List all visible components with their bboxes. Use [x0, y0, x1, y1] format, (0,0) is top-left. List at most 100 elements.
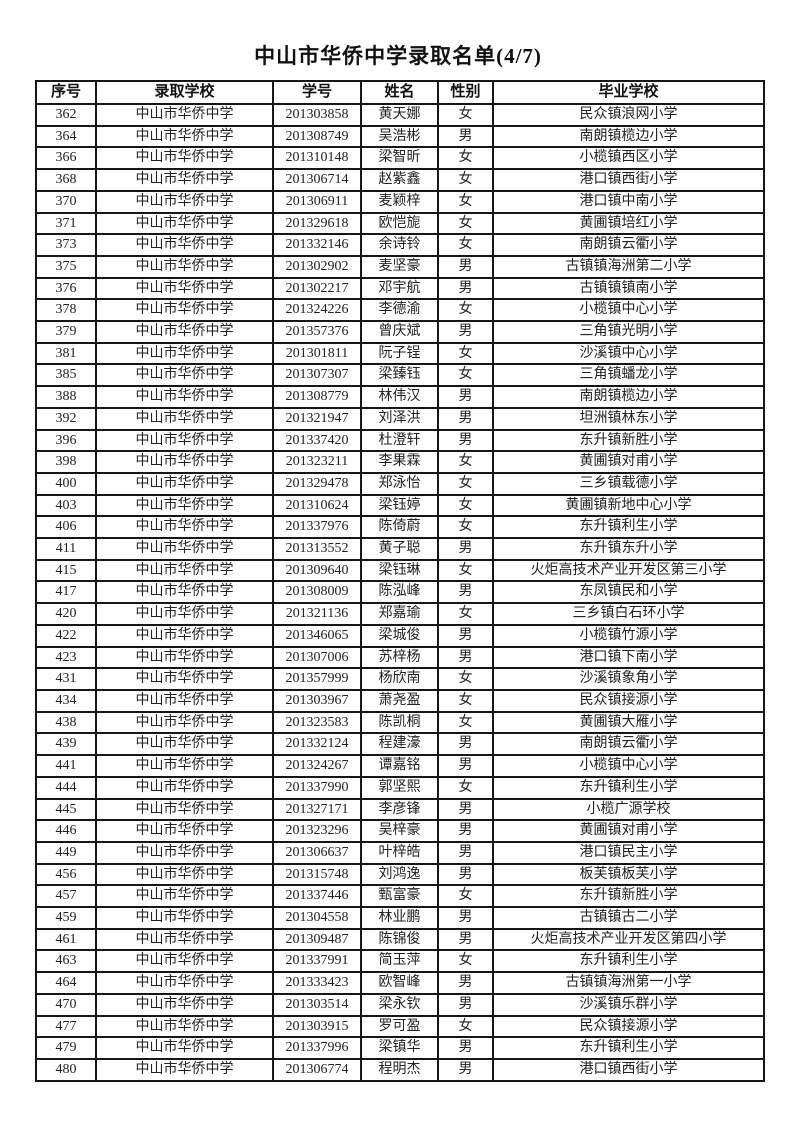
name-cell: 麦坚豪	[360, 254, 439, 279]
table-row: 444 中山市华侨中学 201337990 郭坚熙女东升镇利生小学	[35, 775, 765, 800]
gender-cell: 男	[437, 1057, 494, 1082]
serial-cell: 464	[35, 971, 97, 995]
table-row: 385 中山市华侨中学 201307307 梁臻钰女三角镇蟠龙小学	[35, 363, 765, 388]
admit-school-cell: 中山市华侨中学	[95, 971, 274, 995]
admit-school-cell: 中山市华侨中学	[95, 754, 274, 778]
admit-school-cell: 中山市华侨中学	[95, 949, 274, 974]
admit-school-cell: 中山市华侨中学	[95, 558, 274, 583]
student-id-cell: 201302217	[272, 276, 362, 301]
admit-school-cell: 中山市华侨中学	[95, 1057, 274, 1082]
student-id-cell: 201309640	[272, 558, 362, 583]
serial-cell: 368	[35, 168, 97, 192]
name-cell: 梁钰琳	[360, 558, 439, 583]
serial-cell: 441	[35, 754, 97, 778]
admit-school-cell: 中山市华侨中学	[95, 428, 274, 453]
gender-cell: 男	[437, 428, 494, 453]
grad-school-cell: 沙溪镇中心小学	[492, 341, 765, 366]
serial-cell: 396	[35, 428, 97, 453]
name-cell: 李德渝	[360, 298, 439, 323]
admit-school-cell: 中山市华侨中学	[95, 732, 274, 757]
student-id-cell: 201308009	[272, 580, 362, 605]
admit-school-cell: 中山市华侨中学	[95, 493, 274, 518]
student-id-cell: 201310624	[272, 493, 362, 518]
table-body: 362 中山市华侨中学 201303858 黄天娜女民众镇浪网小学 364 中山市华侨中学…	[35, 103, 765, 1082]
admit-school-cell: 中山市华侨中学	[95, 320, 274, 344]
serial-cell: 459	[35, 906, 97, 930]
grad-school-cell: 三角镇光明小学	[492, 320, 765, 344]
name-cell: 杨欣南	[360, 667, 439, 691]
admit-school-cell: 中山市华侨中学	[95, 927, 274, 952]
table-row: 371 中山市华侨中学 201329618 欧恺旎女黄圃镇培红小学	[35, 211, 765, 236]
student-id-cell: 201310148	[272, 146, 362, 171]
gender-cell: 男	[437, 276, 494, 301]
serial-cell: 373	[35, 233, 97, 257]
name-cell: 刘泽洪	[360, 406, 439, 431]
name-cell: 邓宇航	[360, 276, 439, 301]
student-id-cell: 201337976	[272, 515, 362, 540]
table-row: 446 中山市华侨中学 201323296 吴梓豪男黄圃镇对甫小学	[35, 819, 765, 843]
admit-school-cell: 中山市华侨中学	[95, 819, 274, 843]
table-row: 456 中山市华侨中学 201315748 刘鸿逸男板芙镇板芙小学	[35, 862, 765, 887]
gender-cell: 男	[437, 385, 494, 409]
gender-cell: 男	[437, 906, 494, 930]
admit-school-cell: 中山市华侨中学	[95, 992, 274, 1017]
student-id-cell: 201308749	[272, 124, 362, 149]
table-row: 381 中山市华侨中学 201301811 阮子锃女沙溪镇中心小学	[35, 341, 765, 366]
table-row: 434 中山市华侨中学 201303967 萧尧盈女民众镇接源小学	[35, 688, 765, 713]
admit-school-cell: 中山市华侨中学	[95, 688, 274, 713]
serial-cell: 392	[35, 406, 97, 431]
grad-school-cell: 火炬高技术产业开发区第四小学	[492, 927, 765, 952]
student-id-cell: 201306774	[272, 1057, 362, 1082]
gender-cell: 男	[437, 124, 494, 149]
gender-cell: 女	[437, 515, 494, 540]
grad-school-cell: 东升镇利生小学	[492, 949, 765, 974]
serial-cell: 420	[35, 602, 97, 626]
admit-school-cell: 中山市华侨中学	[95, 667, 274, 691]
name-cell: 黄子聪	[360, 537, 439, 561]
student-id-cell: 201303915	[272, 1014, 362, 1039]
header-gender: 性别	[437, 80, 494, 105]
name-cell: 阮子锃	[360, 341, 439, 366]
admit-school-cell: 中山市华侨中学	[95, 103, 274, 127]
name-cell: 杜澄轩	[360, 428, 439, 453]
serial-cell: 381	[35, 341, 97, 366]
grad-school-cell: 火炬高技术产业开发区第三小学	[492, 558, 765, 583]
table-header-row: 序号 录取学校 学号 姓名 性别 毕业学校	[35, 80, 765, 105]
name-cell: 吴梓豪	[360, 819, 439, 843]
student-id-cell: 201304558	[272, 906, 362, 930]
name-cell: 程明杰	[360, 1057, 439, 1082]
grad-school-cell: 黄圃镇对甫小学	[492, 450, 765, 474]
table-row: 375 中山市华侨中学 201302902 麦坚豪男古镇镇海洲第二小学	[35, 254, 765, 279]
serial-cell: 378	[35, 298, 97, 323]
admit-school-cell: 中山市华侨中学	[95, 146, 274, 171]
serial-cell: 444	[35, 775, 97, 800]
serial-cell: 449	[35, 840, 97, 865]
admit-school-cell: 中山市华侨中学	[95, 276, 274, 301]
grad-school-cell: 港口镇西街小学	[492, 1057, 765, 1082]
serial-cell: 370	[35, 189, 97, 214]
name-cell: 叶梓皓	[360, 840, 439, 865]
serial-cell: 422	[35, 623, 97, 648]
table-row: 398 中山市华侨中学 201323211 李果霖女黄圃镇对甫小学	[35, 450, 765, 474]
gender-cell: 男	[437, 971, 494, 995]
student-id-cell: 201302902	[272, 254, 362, 279]
admit-school-cell: 中山市华侨中学	[95, 797, 274, 822]
admit-school-cell: 中山市华侨中学	[95, 623, 274, 648]
serial-cell: 423	[35, 645, 97, 670]
serial-cell: 456	[35, 862, 97, 887]
gender-cell: 男	[437, 645, 494, 670]
table-row: 417 中山市华侨中学 201308009 陈泓峰男东凤镇民和小学	[35, 580, 765, 605]
gender-cell: 女	[437, 884, 494, 909]
table-row: 366 中山市华侨中学 201310148 梁智昕女小榄镇西区小学	[35, 146, 765, 171]
name-cell: 欧恺旎	[360, 211, 439, 236]
name-cell: 罗可盈	[360, 1014, 439, 1039]
table-row: 392 中山市华侨中学 201321947 刘泽洪男坦洲镇林东小学	[35, 406, 765, 431]
grad-school-cell: 民众镇接源小学	[492, 688, 765, 713]
table-row: 370 中山市华侨中学 201306911 麦颖梓女港口镇中南小学	[35, 189, 765, 214]
gender-cell: 男	[437, 840, 494, 865]
student-id-cell: 201306714	[272, 168, 362, 192]
grad-school-cell: 沙溪镇象角小学	[492, 667, 765, 691]
student-id-cell: 201337420	[272, 428, 362, 453]
serial-cell: 446	[35, 819, 97, 843]
gender-cell: 男	[437, 819, 494, 843]
